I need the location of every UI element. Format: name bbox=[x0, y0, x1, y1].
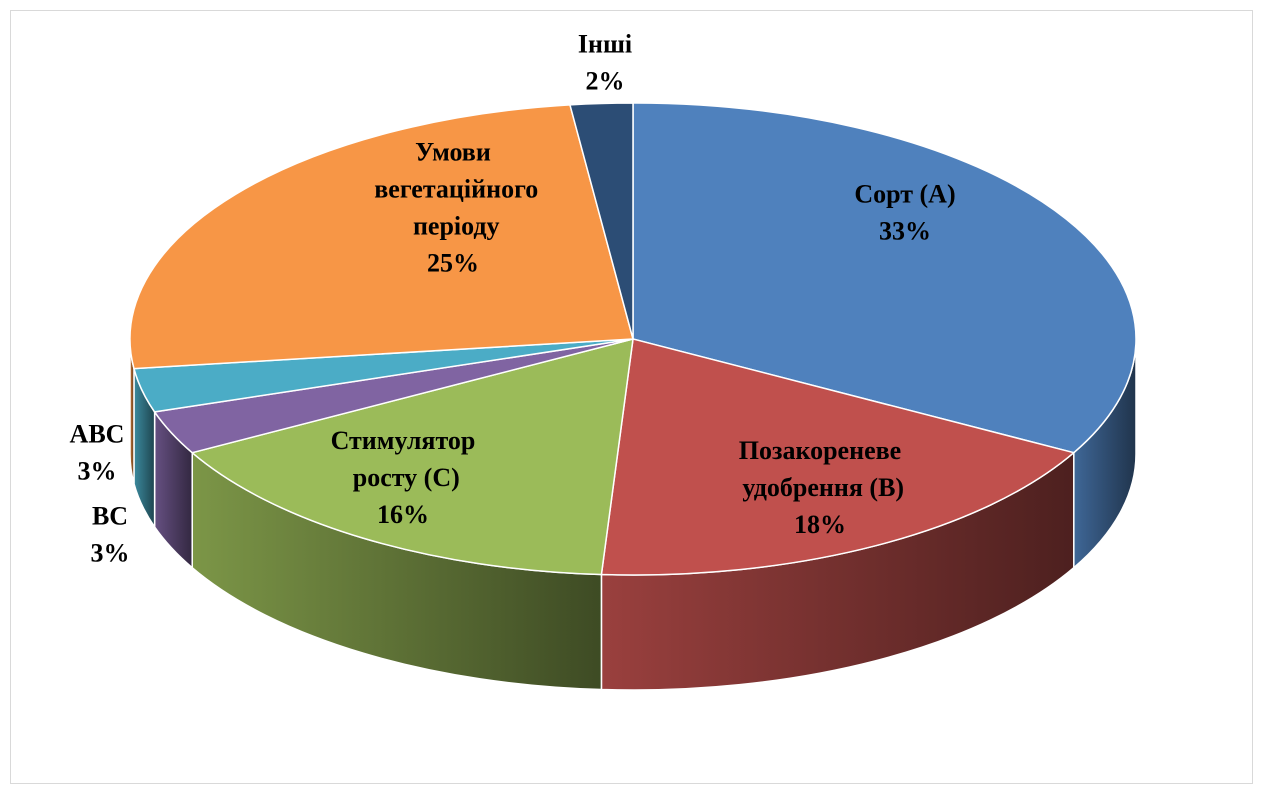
pie-slice bbox=[568, 102, 634, 340]
slice-label: Сорт (A) bbox=[854, 179, 955, 208]
slice-label: Позакореневе удобрення (В) bbox=[736, 436, 904, 502]
slice-label: Інші bbox=[578, 29, 632, 58]
slice-value-label: 25% bbox=[427, 248, 479, 277]
slice-label: Стимулятор росту (C) bbox=[331, 426, 476, 492]
pie-slice bbox=[190, 337, 634, 576]
slice-value-label: 2% bbox=[586, 66, 625, 95]
slice-label: Умови вегетаційного періоду bbox=[368, 137, 539, 240]
pie-slice bbox=[600, 338, 1076, 576]
slice-value-label: 33% bbox=[879, 216, 931, 245]
slice-value-label: 18% bbox=[794, 510, 846, 539]
slice-value-label: 16% bbox=[377, 500, 429, 529]
slice-value-label: 3% bbox=[78, 456, 117, 485]
slice-label: АВС bbox=[70, 419, 125, 448]
slice-value-label: 3% bbox=[91, 538, 130, 567]
pie-slice bbox=[129, 104, 634, 370]
slice-label: ВС bbox=[92, 501, 128, 530]
pie-slice bbox=[632, 102, 1137, 454]
